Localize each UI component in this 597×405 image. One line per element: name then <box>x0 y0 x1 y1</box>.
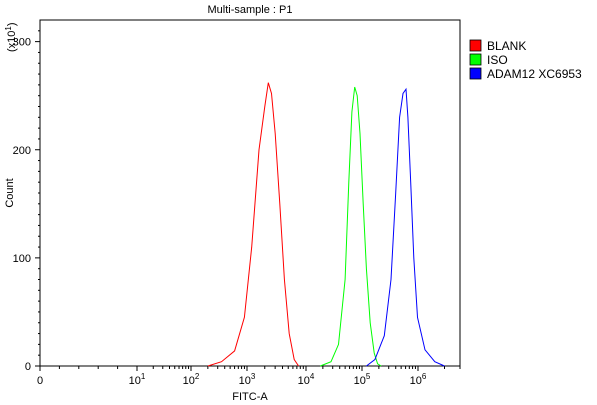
y-axis: 0 100 200 300 <box>13 30 40 373</box>
legend-label: ADAM12 XC6953 <box>487 67 582 81</box>
y-multiplier: (x101) <box>4 22 18 52</box>
legend-swatch <box>469 67 482 80</box>
x-tick-label: 102 <box>183 372 200 387</box>
series-line-adam12-xc6953 <box>366 87 445 367</box>
series-line-iso <box>320 86 382 367</box>
plot-frame <box>39 19 461 367</box>
y-multiplier-exp: 1 <box>4 26 13 31</box>
x-tick-label: 101 <box>129 372 146 387</box>
y-tick-label: 300 <box>13 37 31 49</box>
y-tick-label: 200 <box>13 145 31 157</box>
x-tick-label: 104 <box>298 372 315 387</box>
y-tick-label: 0 <box>25 361 31 373</box>
x-tick-label: 0 <box>37 375 43 387</box>
legend-swatch <box>469 53 482 66</box>
legend-swatch <box>469 39 482 52</box>
legend-label: ISO <box>487 53 508 67</box>
y-multiplier-base: (x10 <box>6 31 18 52</box>
x-tick-label: 103 <box>239 372 256 387</box>
y-tick-label: 100 <box>13 253 31 265</box>
x-axis-label: FITC-A <box>232 391 268 403</box>
x-tick-label: 106 <box>410 372 427 387</box>
chart-title: Multi-sample : P1 <box>208 4 293 16</box>
series-layer <box>207 82 445 367</box>
y-multiplier-close: ) <box>6 22 18 26</box>
x-tick-label: 105 <box>354 372 371 387</box>
x-axis: 0 101 102 103 104 105 106 <box>37 366 461 387</box>
legend-label: BLANK <box>487 39 526 53</box>
svg-text:(x101): (x101) <box>4 22 18 52</box>
y-axis-label: Count <box>4 178 16 207</box>
series-line-blank <box>207 82 300 367</box>
